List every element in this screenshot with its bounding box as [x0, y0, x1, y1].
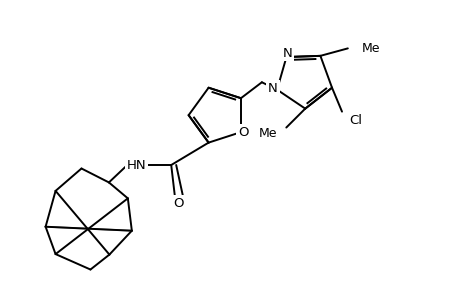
Text: O: O	[238, 126, 248, 139]
Text: Cl: Cl	[349, 114, 362, 127]
Text: Me: Me	[361, 42, 380, 55]
Text: O: O	[173, 197, 184, 210]
Text: N: N	[268, 82, 277, 95]
Text: N: N	[282, 46, 291, 60]
Text: HN: HN	[126, 158, 146, 172]
Text: Me: Me	[258, 127, 277, 140]
